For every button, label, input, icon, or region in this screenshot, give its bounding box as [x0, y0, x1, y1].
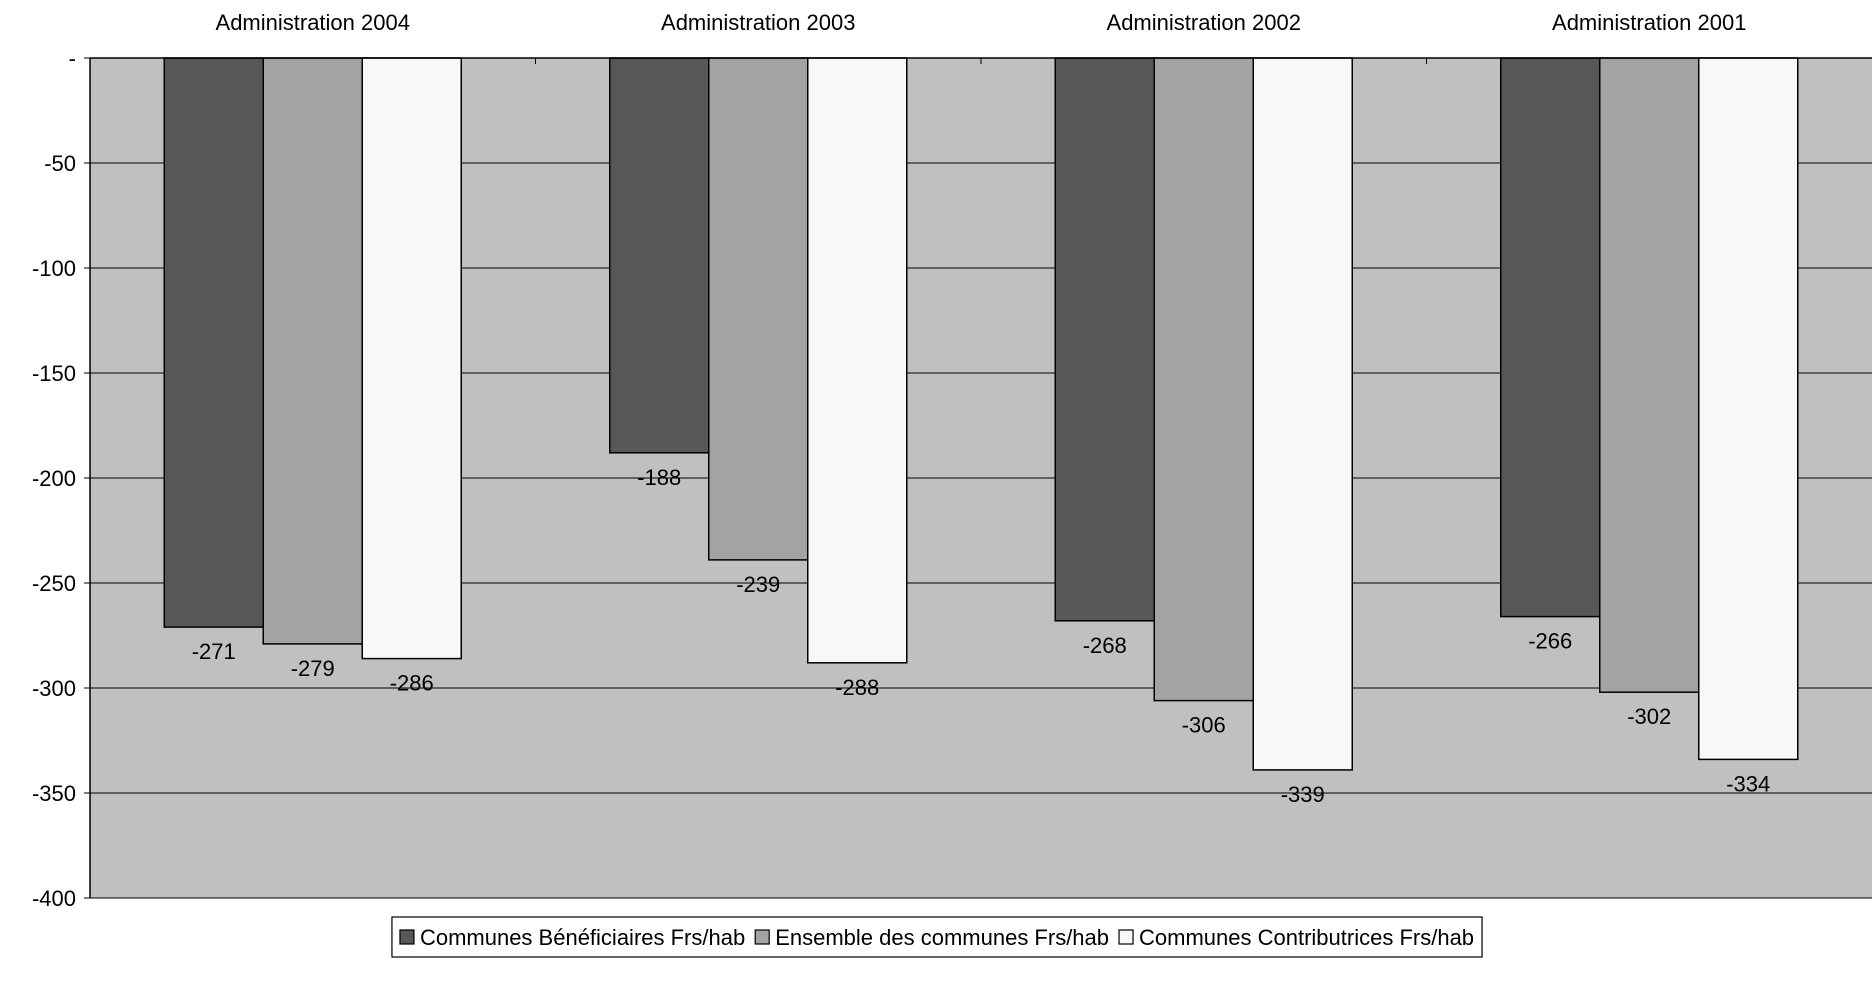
value-labels: -271 -279 -286 -188 -239 -288 -268 -306 -339 -266…	[192, 465, 1771, 807]
legend-label: Ensemble des communes Frs/hab	[775, 925, 1109, 950]
data-label: -306	[1182, 713, 1226, 738]
bar	[1153, 57, 1254, 702]
category-label: Administration 2003	[661, 10, 855, 35]
y-tick-label: -350	[32, 781, 76, 806]
y-tick-label: -150	[32, 361, 76, 386]
bar	[1599, 57, 1700, 693]
data-label: -302	[1627, 704, 1671, 729]
y-tick-label: -200	[32, 466, 76, 491]
data-label: -239	[736, 572, 780, 597]
bar	[1500, 57, 1601, 618]
bar	[262, 57, 363, 645]
axes: - -50 -100 -150 -200 -250 -300 -350 -400 Administ…	[32, 10, 1872, 911]
bar	[1252, 57, 1353, 771]
bars	[163, 57, 1799, 771]
data-label: -286	[390, 671, 434, 696]
y-tick-label: -	[69, 46, 76, 71]
bar	[807, 57, 908, 664]
legend-box	[391, 916, 1483, 958]
bar	[1698, 57, 1799, 761]
category-label: Administration 2004	[216, 10, 410, 35]
bar	[163, 57, 264, 628]
data-label: -268	[1083, 633, 1127, 658]
bar	[1054, 57, 1155, 622]
data-label: -339	[1281, 782, 1325, 807]
legend: Communes Bénéficiaires Frs/hab Ensemble d…	[391, 916, 1483, 958]
category-label: Administration 2001	[1552, 10, 1746, 35]
y-tick-label: -250	[32, 571, 76, 596]
data-label: -266	[1528, 629, 1572, 654]
legend-swatch	[1118, 929, 1134, 945]
y-tick-label: -400	[32, 886, 76, 911]
data-label: -271	[192, 639, 236, 664]
data-label: -288	[835, 675, 879, 700]
data-label: -334	[1726, 771, 1770, 796]
data-label: -279	[291, 656, 335, 681]
data-label: -188	[637, 465, 681, 490]
legend-swatch	[754, 929, 770, 945]
bar	[609, 57, 710, 454]
bar	[708, 57, 809, 561]
legend-swatch	[399, 929, 415, 945]
y-tick-label: -300	[32, 676, 76, 701]
category-label: Administration 2002	[1107, 10, 1301, 35]
y-tick-label: -50	[44, 151, 76, 176]
legend-label: Communes Bénéficiaires Frs/hab	[420, 925, 745, 950]
bar	[361, 57, 462, 660]
y-tick-label: -100	[32, 256, 76, 281]
legend-label: Communes Contributrices Frs/hab	[1139, 925, 1474, 950]
